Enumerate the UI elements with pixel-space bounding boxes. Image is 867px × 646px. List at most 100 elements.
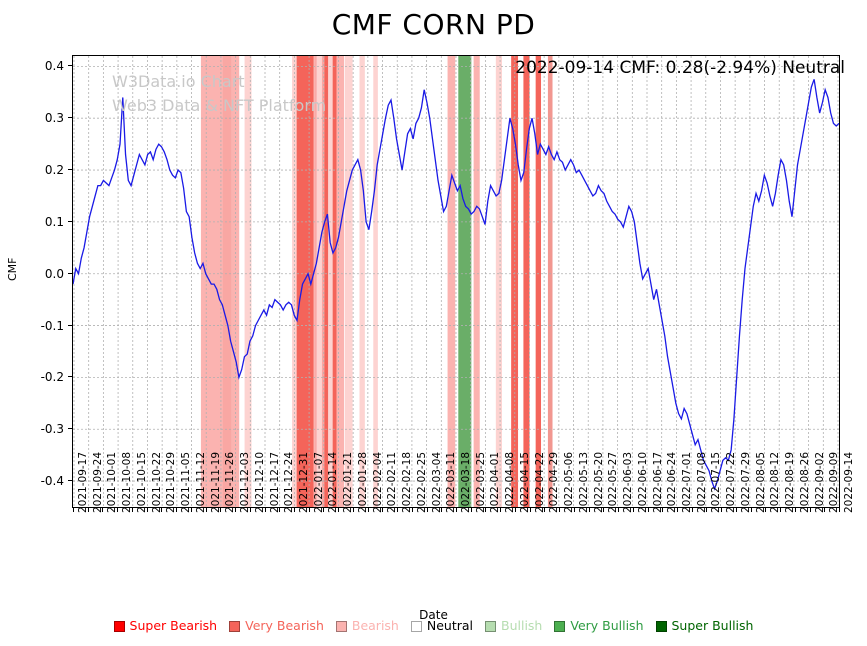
signal-band: [547, 56, 553, 507]
signal-band: [495, 56, 502, 507]
y-tick-label: 0.4: [44, 59, 64, 74]
legend-label: Bullish: [501, 618, 543, 633]
x-tick-label: 2021-09-24: [91, 451, 104, 513]
x-tick-label: 2022-06-10: [636, 451, 649, 513]
x-tick-label: 2022-02-25: [415, 451, 428, 513]
x-tick-label: 2022-09-14: [843, 451, 855, 513]
legend-label: Bearish: [351, 618, 399, 633]
x-tick-label: 2021-10-22: [150, 451, 163, 513]
x-tick-label: 2021-10-15: [135, 451, 148, 513]
legend-item[interactable]: Super Bearish: [113, 619, 217, 633]
x-tick-label: 2022-04-29: [548, 451, 561, 513]
x-tick-label: 2022-04-22: [533, 451, 546, 513]
x-tick-label: 2021-09-17: [77, 451, 89, 513]
y-tick-mark: [68, 376, 72, 378]
legend-swatch-icon: [410, 620, 422, 632]
x-tick-label: 2021-12-31: [297, 451, 310, 513]
x-tick-mark: [264, 508, 266, 512]
y-tick-label: -0.3: [40, 422, 64, 437]
x-tick-mark: [618, 508, 620, 512]
x-tick-label: 2022-03-04: [430, 451, 443, 513]
x-tick-label: 2021-10-01: [106, 451, 119, 513]
x-tick-label: 2021-11-19: [209, 451, 222, 513]
x-tick-label: 2022-07-22: [725, 451, 738, 513]
x-tick-mark: [117, 508, 119, 512]
x-tick-mark: [441, 508, 443, 512]
signal-band: [458, 56, 472, 507]
x-tick-mark: [323, 508, 325, 512]
x-tick-mark: [647, 508, 649, 512]
x-tick-label: 2022-06-24: [666, 451, 679, 513]
x-tick-mark: [559, 508, 561, 512]
legend-item[interactable]: Very Bullish: [554, 619, 644, 633]
x-tick-label: 2022-01-21: [342, 451, 355, 513]
legend-item[interactable]: Very Bearish: [229, 619, 324, 633]
x-tick-label: 2021-12-17: [268, 451, 281, 513]
x-tick-mark: [190, 508, 192, 512]
x-tick-mark: [102, 508, 104, 512]
x-tick-label: 2022-03-25: [474, 451, 487, 513]
x-axis-title: Date: [419, 608, 448, 622]
x-tick-label: 2022-06-03: [622, 451, 635, 513]
legend-label: Super Bullish: [671, 618, 754, 633]
x-tick-mark: [662, 508, 664, 512]
x-tick-mark: [485, 508, 487, 512]
x-tick-mark: [205, 508, 207, 512]
signal-band: [200, 56, 223, 507]
x-tick-label: 2022-04-15: [518, 451, 531, 513]
x-tick-mark: [824, 508, 826, 512]
signal-band: [328, 56, 333, 507]
x-tick-mark: [249, 508, 251, 512]
x-tick-label: 2022-06-17: [651, 451, 664, 513]
legend-swatch-icon: [655, 620, 667, 632]
x-tick-label: 2022-07-15: [710, 451, 723, 513]
plot-area: [72, 55, 840, 508]
x-tick-mark: [397, 508, 399, 512]
x-tick-mark: [338, 508, 340, 512]
x-tick-mark: [470, 508, 472, 512]
signal-band: [523, 56, 530, 507]
legend-swatch-icon: [554, 620, 566, 632]
x-tick-mark: [293, 508, 295, 512]
x-tick-label: 2021-12-03: [239, 451, 252, 513]
legend-item[interactable]: Bearish: [335, 618, 399, 633]
x-tick-label: 2021-11-26: [224, 451, 237, 513]
x-tick-mark: [411, 508, 413, 512]
x-tick-mark: [839, 508, 840, 512]
x-tick-mark: [603, 508, 605, 512]
signal-band: [292, 56, 299, 507]
x-tick-mark: [676, 508, 678, 512]
legend-swatch-icon: [335, 620, 347, 632]
signal-band: [344, 56, 353, 507]
x-tick-mark: [131, 508, 133, 512]
x-tick-label: 2022-01-14: [327, 451, 340, 513]
y-tick-mark: [68, 220, 72, 222]
signal-band: [359, 56, 365, 507]
cmf-line-series: [73, 79, 839, 491]
legend-item[interactable]: Super Bullish: [655, 618, 754, 633]
x-tick-label: 2022-02-11: [386, 451, 399, 513]
x-tick-label: 2021-12-10: [253, 451, 266, 513]
x-tick-mark: [529, 508, 531, 512]
x-tick-label: 2022-08-12: [769, 451, 782, 513]
legend-item[interactable]: Bullish: [485, 618, 543, 633]
signal-band: [447, 56, 456, 507]
y-tick-label: 0.2: [44, 163, 64, 178]
y-tick-mark: [68, 169, 72, 171]
signal-band: [316, 56, 322, 507]
x-tick-mark: [73, 508, 74, 512]
x-tick-label: 2022-08-05: [754, 451, 767, 513]
signal-band: [535, 56, 542, 507]
x-tick-label: 2022-05-06: [563, 451, 576, 513]
y-tick-label: -0.1: [40, 318, 64, 333]
x-tick-label: 2022-04-08: [504, 451, 517, 513]
x-tick-label: 2022-09-09: [828, 451, 841, 513]
legend-swatch-icon: [113, 620, 125, 632]
x-tick-mark: [765, 508, 767, 512]
x-tick-label: 2022-04-01: [489, 451, 502, 513]
x-tick-mark: [632, 508, 634, 512]
legend-item[interactable]: Neutral: [410, 619, 473, 633]
x-tick-mark: [573, 508, 575, 512]
x-tick-mark: [146, 508, 148, 512]
